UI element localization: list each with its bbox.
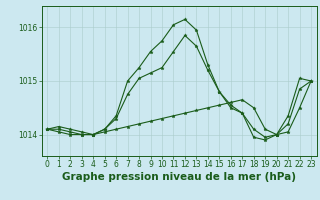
X-axis label: Graphe pression niveau de la mer (hPa): Graphe pression niveau de la mer (hPa) bbox=[62, 172, 296, 182]
